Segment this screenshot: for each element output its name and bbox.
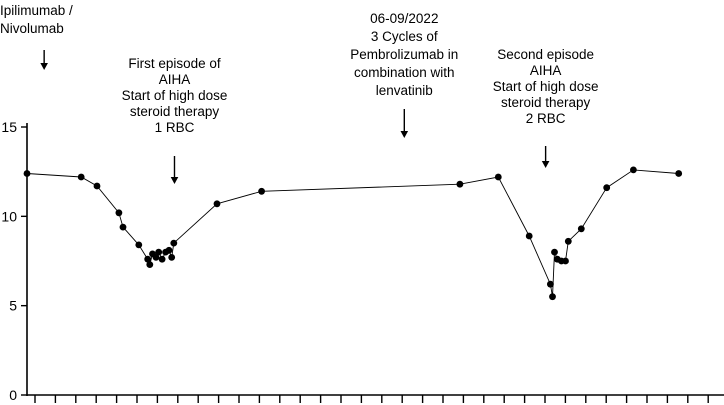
annotation-text-line: Ipilimumab / — [0, 3, 73, 18]
data-point — [494, 173, 502, 181]
data-point — [213, 200, 221, 208]
data-point — [23, 170, 31, 177]
axes-layer: 0 5 10 15 — [1, 119, 724, 403]
annotation-text-line: 1 RBC — [155, 120, 195, 135]
data-point — [577, 225, 585, 233]
y-tick-label: 15 — [1, 119, 17, 135]
annotation-text-line: 06-09/2022 — [370, 11, 438, 26]
data-point — [562, 257, 569, 265]
annotation-text-line: Pembrolizumab in — [350, 47, 458, 62]
data-point — [630, 166, 637, 174]
annotation-pembro: 06-09/2022 3 Cycles of Pembrolizumab in com… — [350, 11, 458, 138]
annotation-text-line: 3 Cycles of — [371, 29, 438, 44]
annotation-text-line: AIHA — [159, 72, 191, 87]
annotation-ipi: Ipilimumab / Nivolumab — [0, 3, 73, 70]
y-tick-label: 5 — [9, 298, 17, 314]
annotation-text-line: steroid therapy — [130, 104, 220, 119]
data-point — [152, 254, 160, 261]
data-point — [549, 293, 556, 301]
data-point — [93, 182, 101, 190]
data-point — [135, 241, 143, 249]
annotation-text-line: First episode of — [128, 56, 221, 71]
annotation-text-line: 2 RBC — [526, 111, 566, 126]
annotation-text-line: Start of high dose — [493, 79, 599, 94]
data-point — [170, 239, 178, 247]
data-point — [525, 232, 533, 240]
data-point — [456, 180, 464, 188]
data-point — [146, 261, 154, 268]
data-point — [77, 173, 85, 181]
arrow-head-icon — [40, 63, 48, 70]
series-line — [26, 169, 679, 297]
annotation-text-line: AIHA — [530, 63, 562, 78]
data-point — [144, 255, 152, 263]
data-point — [155, 248, 163, 256]
annotation-text-line: lenvatinib — [376, 83, 433, 98]
y-tick-label: 10 — [1, 208, 17, 224]
annotation-text-line: Second episode — [497, 47, 594, 62]
data-point — [564, 237, 572, 245]
data-point — [115, 209, 123, 217]
annotation-text-line: combination with — [354, 65, 455, 80]
series-points-layer — [23, 166, 683, 301]
annotation-text-line: steroid therapy — [501, 95, 591, 110]
data-point — [675, 170, 683, 177]
data-point — [258, 187, 265, 195]
annotation-text-line: Start of high dose — [122, 88, 228, 103]
annotation-text-line: Nivolumab — [0, 21, 64, 36]
arrow-head-icon — [400, 131, 409, 138]
y-tick-label: 0 — [9, 387, 17, 403]
data-point — [603, 184, 611, 192]
arrow-head-icon — [541, 161, 550, 168]
data-point — [551, 248, 558, 256]
data-point — [119, 223, 127, 231]
data-point — [547, 280, 554, 288]
data-point — [158, 255, 166, 263]
arrow-head-icon — [170, 177, 179, 184]
data-point — [168, 254, 176, 261]
data-point — [165, 246, 173, 254]
series-line-layer — [26, 169, 679, 297]
